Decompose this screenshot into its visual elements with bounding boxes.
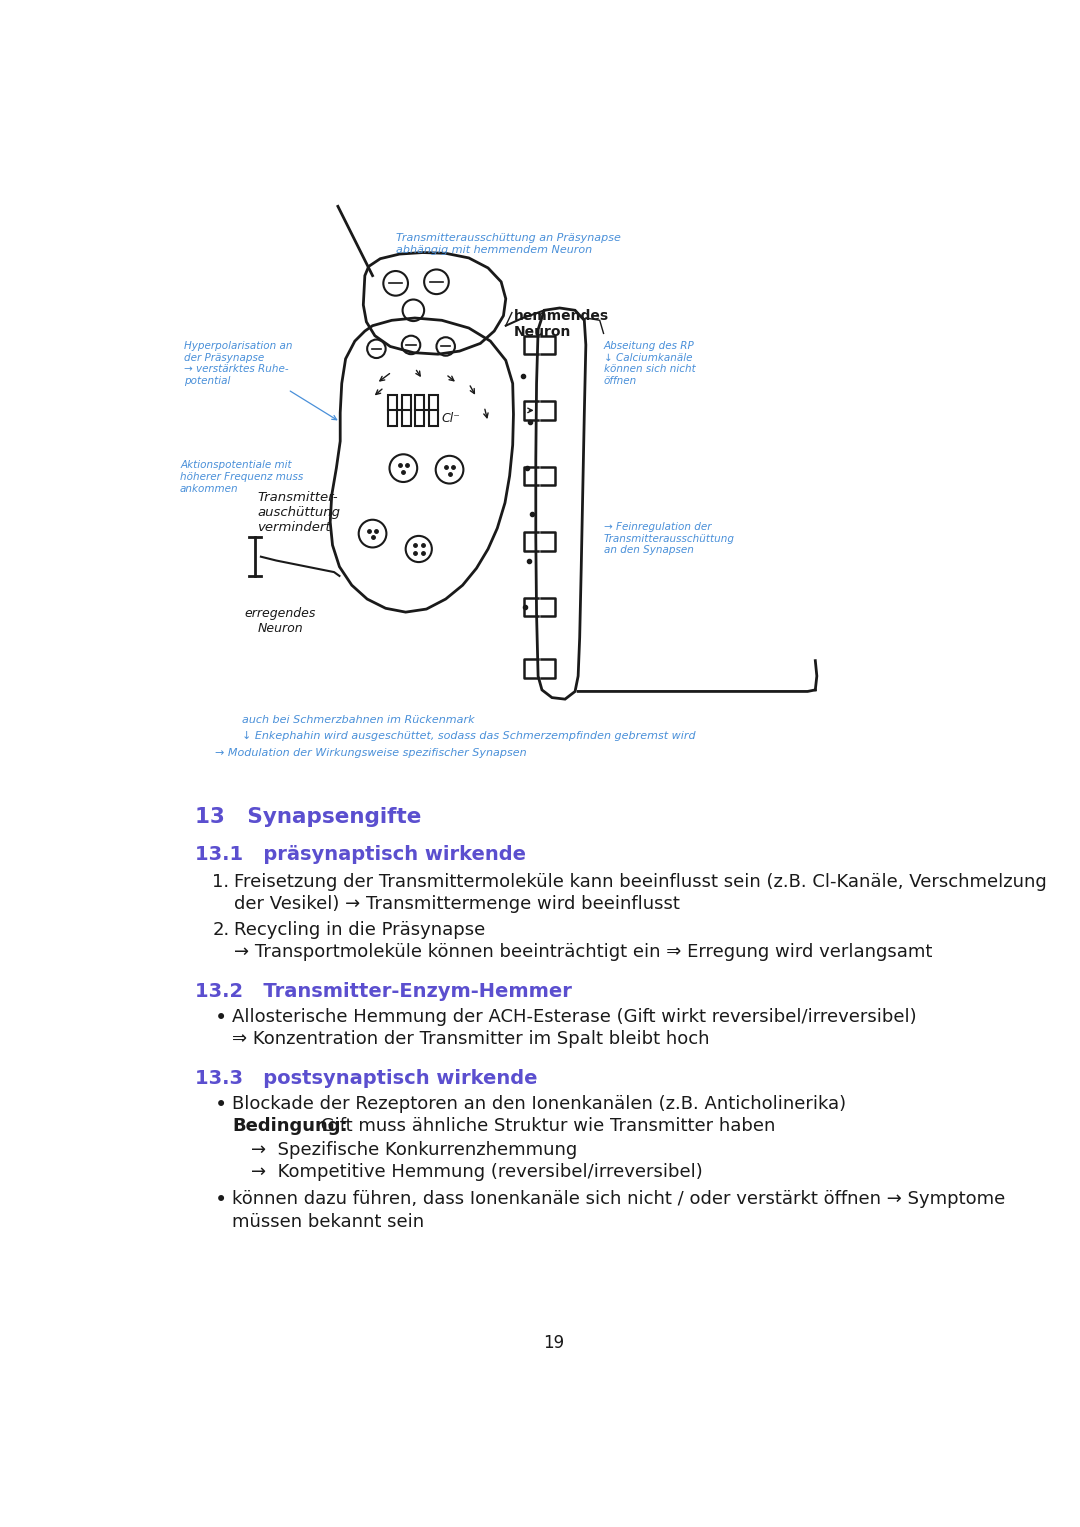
Text: •: • xyxy=(215,1191,227,1211)
Text: 2.: 2. xyxy=(213,921,230,939)
Text: der Vesikel) → Transmittermenge wird beeinflusst: der Vesikel) → Transmittermenge wird bee… xyxy=(234,895,679,913)
Text: müssen bekannt sein: müssen bekannt sein xyxy=(232,1212,424,1231)
Text: Transmitter-
auschüttung
vermindert: Transmitter- auschüttung vermindert xyxy=(257,492,340,534)
Text: hemmendes
Neuron: hemmendes Neuron xyxy=(513,308,609,339)
Text: •: • xyxy=(215,1008,227,1028)
Bar xyxy=(402,395,411,426)
Text: Freisetzung der Transmittermoleküle kann beeinflusst sein (z.B. Cl-Kanäle, Versc: Freisetzung der Transmittermoleküle kann… xyxy=(234,873,1047,892)
Text: 13.2   Transmitter-Enzym-Hemmer: 13.2 Transmitter-Enzym-Hemmer xyxy=(195,982,572,1000)
Text: →  Spezifische Konkurrenzhemmung: → Spezifische Konkurrenzhemmung xyxy=(251,1141,577,1159)
Text: → Modulation der Wirkungsweise spezifischer Synapsen: → Modulation der Wirkungsweise spezifisc… xyxy=(215,748,526,757)
Bar xyxy=(388,395,397,426)
Text: 13.3   postsynaptisch wirkende: 13.3 postsynaptisch wirkende xyxy=(195,1069,538,1087)
Text: können dazu führen, dass Ionenkanäle sich nicht / oder verstärkt öffnen → Sympto: können dazu führen, dass Ionenkanäle sic… xyxy=(232,1191,1005,1208)
Text: → Feinregulation der
Transmitterausschüttung
an den Synapsen: → Feinregulation der Transmitterausschüt… xyxy=(604,522,734,556)
Text: ⇒ Konzentration der Transmitter im Spalt bleibt hoch: ⇒ Konzentration der Transmitter im Spalt… xyxy=(232,1031,710,1048)
Text: auch bei Schmerzbahnen im Rückenmark: auch bei Schmerzbahnen im Rückenmark xyxy=(242,715,474,724)
Text: Abseitung des RP
↓ Calciumkanäle
können sich nicht
öffnen: Abseitung des RP ↓ Calciumkanäle können … xyxy=(604,341,696,386)
Text: Transmitterausschüttung an Präsynapse
abhängig mit hemmendem Neuron: Transmitterausschüttung an Präsynapse ab… xyxy=(395,234,621,255)
Text: •: • xyxy=(215,1095,227,1115)
Text: Hyperpolarisation an
der Präsynapse
→ verstärktes Ruhe-
potential: Hyperpolarisation an der Präsynapse → ve… xyxy=(184,341,293,386)
Text: ↓ Enkephahin wird ausgeschüttet, sodass das Schmerzempfinden gebremst wird: ↓ Enkephahin wird ausgeschüttet, sodass … xyxy=(242,731,696,742)
Text: 13.1   präsynaptisch wirkende: 13.1 präsynaptisch wirkende xyxy=(195,846,526,864)
Text: 13   Synapsengifte: 13 Synapsengifte xyxy=(195,806,422,828)
Text: Blockade der Rezeptoren an den Ionenkanälen (z.B. Anticholinerika): Blockade der Rezeptoren an den Ionenkanä… xyxy=(232,1095,847,1113)
Text: Recycling in die Präsynapse: Recycling in die Präsynapse xyxy=(234,921,485,939)
Text: → Transportmoleküle können beeinträchtigt ein ⇒ Erregung wird verlangsamt: → Transportmoleküle können beeinträchtig… xyxy=(234,944,932,960)
Text: Cl⁻: Cl⁻ xyxy=(442,412,461,425)
Bar xyxy=(429,395,438,426)
Text: 19: 19 xyxy=(543,1335,564,1353)
Text: Allosterische Hemmung der ACH-Esterase (Gift wirkt reversibel/irreversibel): Allosterische Hemmung der ACH-Esterase (… xyxy=(232,1008,917,1026)
Text: erregendes
Neuron: erregendes Neuron xyxy=(244,606,315,635)
Text: →  Kompetitive Hemmung (reversibel/irreversibel): → Kompetitive Hemmung (reversibel/irreve… xyxy=(251,1164,703,1182)
Text: Aktionspotentiale mit
höherer Frequenz muss
ankommen: Aktionspotentiale mit höherer Frequenz m… xyxy=(180,461,303,493)
Text: 1.: 1. xyxy=(213,873,230,892)
Text: Gift muss ähnliche Struktur wie Transmitter haben: Gift muss ähnliche Struktur wie Transmit… xyxy=(314,1118,775,1135)
Bar xyxy=(415,395,424,426)
Text: Bedingung:: Bedingung: xyxy=(232,1118,348,1135)
